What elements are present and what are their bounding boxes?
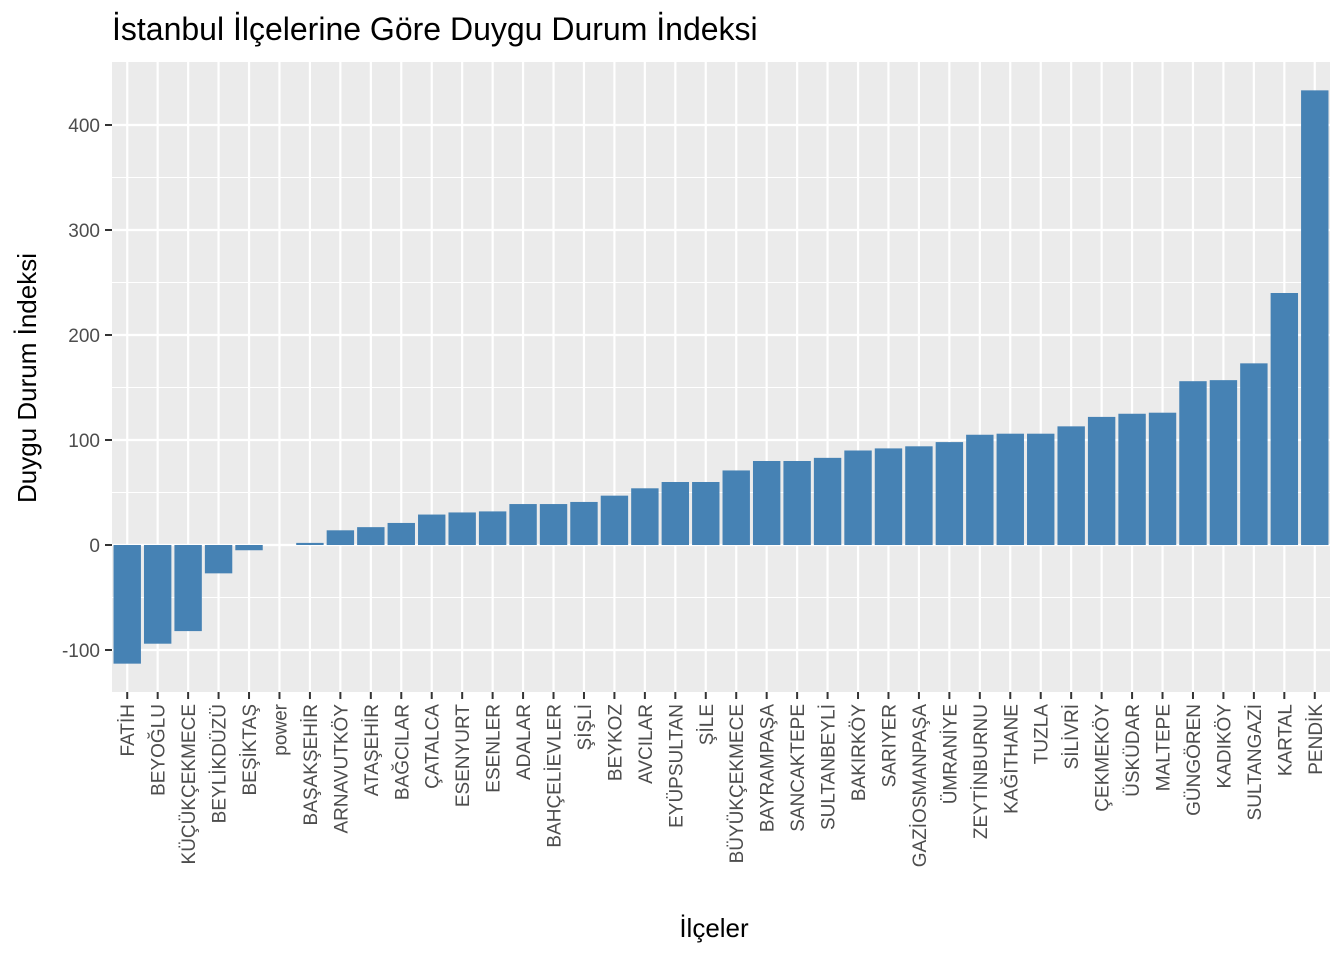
x-tick-label: SİLİVRİ: [1062, 704, 1083, 769]
bar: [1087, 416, 1116, 545]
bar: [509, 504, 537, 545]
x-tick-label: AVCILAR: [636, 704, 657, 784]
y-tick-label: 100: [68, 431, 100, 452]
bar: [935, 442, 964, 545]
x-tick-label: ÇATALCA: [423, 704, 444, 789]
bar: [1240, 363, 1268, 545]
bar: [661, 482, 690, 545]
bar: [1057, 426, 1085, 545]
x-tick-label: SANCAKTEPE: [788, 704, 809, 832]
x-tick-label: ATAŞEHİR: [362, 704, 383, 796]
bar: [783, 461, 811, 545]
bar: [1209, 380, 1238, 545]
x-tick-label: BAŞAKŞEHİR: [301, 704, 322, 825]
y-tick-label: 200: [68, 326, 100, 347]
plot-panel: [112, 62, 1330, 692]
grid-minor: [112, 177, 1330, 598]
bar: [752, 461, 781, 545]
bar: [844, 450, 872, 545]
x-tick-label: MALTEPE: [1154, 704, 1175, 791]
x-tick-label: FATİH: [118, 704, 139, 756]
x-tick-label: BAYRAMPAŞA: [758, 704, 779, 832]
x-tick-label: GAZİOSMANPAŞA: [910, 704, 931, 868]
bar: [418, 514, 446, 545]
x-tick-label: ZEYTİNBURNU: [971, 704, 992, 839]
y-tick-label: 400: [68, 116, 100, 137]
x-axis: FATİH BEYOĞLU KÜÇÜKÇEKMECE BEYLİKDÜZÜ BEŞİKT…: [118, 692, 1327, 867]
y-tick-label: 0: [89, 536, 100, 557]
x-tick-label: ARNAVUTKÖY: [331, 704, 352, 834]
x-tick-label: KARTAL: [1275, 704, 1296, 776]
y-axis-title: Duygu Durum İndeksi: [12, 253, 42, 503]
bar: [570, 501, 598, 545]
x-tick-label: KÜÇÜKÇEKMECE: [179, 704, 200, 864]
chart-title: İstanbul İlçelerine Göre Duygu Durum İnd…: [112, 11, 758, 47]
x-tick-label: ŞİLE: [697, 704, 718, 745]
x-tick-label: ÇEKMEKÖY: [1093, 704, 1114, 812]
grid-major: [112, 62, 1330, 692]
x-tick-label: SULTANGAZİ: [1245, 704, 1266, 820]
bar: [448, 512, 476, 545]
bar: [204, 545, 233, 574]
y-axis: -100 0 100 200 300 400: [62, 116, 112, 662]
bar: [722, 470, 750, 545]
bar: [387, 522, 415, 545]
x-tick-label: ADALAR: [514, 704, 535, 780]
bars: [113, 90, 1329, 664]
x-tick-label: TUZLA: [1032, 704, 1053, 765]
x-tick-label: SULTANBEYLİ: [819, 704, 840, 830]
x-tick-label: ŞİŞLİ: [575, 704, 596, 750]
x-tick-label: BÜYÜKÇEKMECE: [727, 704, 748, 863]
x-tick-label: BAHÇELİEVLER: [545, 704, 566, 848]
x-tick-label: ÜSKÜDAR: [1123, 704, 1144, 797]
x-tick-label: BAĞCILAR: [391, 704, 413, 800]
x-tick-label: BEYKOZ: [605, 704, 626, 781]
x-tick-label: ÜMRANİYE: [940, 704, 961, 804]
x-tick-label: SARIYER: [879, 704, 900, 787]
x-tick-label: BEYOĞLU: [148, 704, 170, 796]
x-tick-label: ESENYURT: [453, 704, 474, 808]
bar: [631, 488, 659, 545]
x-tick-label: ESENLER: [484, 704, 505, 793]
x-tick-label: KADIKÖY: [1214, 704, 1235, 789]
bar: [174, 545, 202, 632]
x-tick-label: BEŞİKTAŞ: [240, 704, 261, 796]
bar: [357, 527, 385, 545]
bar: [996, 433, 1024, 545]
bar: [143, 545, 172, 644]
x-tick-label: PENDİK: [1306, 704, 1327, 775]
bar: [600, 495, 629, 545]
x-axis-title: İlçeler: [679, 913, 749, 943]
bar: [874, 448, 903, 545]
bar: [813, 457, 842, 545]
bar: [113, 545, 141, 664]
x-tick-label: EYÜPSULTAN: [666, 704, 687, 828]
bar: [692, 482, 720, 545]
bar: [1148, 412, 1177, 545]
bar: [905, 446, 933, 545]
y-tick-label: 300: [68, 221, 100, 242]
bar: [478, 511, 507, 545]
bar: [1179, 381, 1207, 545]
bar: [966, 434, 994, 545]
bar: [1270, 293, 1299, 545]
x-tick-label: power: [270, 703, 291, 755]
x-tick-label: KAĞITHANE: [1000, 704, 1022, 814]
x-tick-label: BEYLİKDÜZÜ: [210, 704, 231, 823]
y-tick-label: -100: [62, 641, 100, 662]
bar: [326, 530, 355, 545]
bar: [235, 545, 263, 551]
bar: [1301, 90, 1329, 545]
bar: [1027, 433, 1055, 545]
bar: [296, 542, 324, 545]
x-tick-label: BAKIRKÖY: [849, 704, 870, 801]
bar: [1118, 413, 1146, 545]
x-tick-label: GÜNGÖREN: [1184, 704, 1205, 816]
bar: [539, 504, 568, 545]
